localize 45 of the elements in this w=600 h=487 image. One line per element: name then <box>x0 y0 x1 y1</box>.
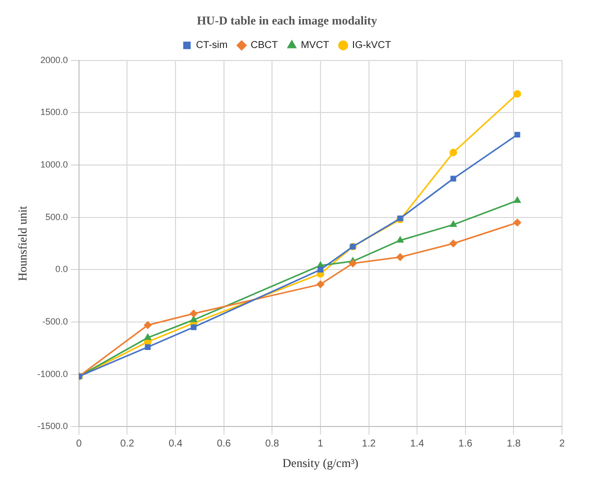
x-tick-label: 1.8 <box>506 438 522 450</box>
y-tick-label: 1500.0 <box>40 107 68 118</box>
chart-title: HU-D table in each image modality <box>196 13 378 28</box>
point <box>318 266 324 273</box>
y-tick-label: 2000.0 <box>40 54 68 65</box>
y-tick-label: 1000.0 <box>40 160 68 170</box>
y-tick-label: -1500.0 <box>37 421 68 432</box>
point <box>144 321 152 329</box>
point <box>396 236 404 243</box>
point <box>190 316 198 322</box>
y-tick-label: 0.0 <box>55 264 68 274</box>
y-tick-label: -500.0 <box>42 316 68 326</box>
x-tick-label: 0.4 <box>168 438 183 450</box>
x-tick-label: 2 <box>559 438 566 450</box>
point <box>450 176 456 182</box>
point <box>514 132 520 138</box>
x-tick-label: 1.4 <box>410 438 424 450</box>
x-tick-label: 0.2 <box>120 438 135 450</box>
x-tick-label: 0.8 <box>265 438 280 450</box>
point <box>316 280 324 288</box>
point <box>514 218 522 226</box>
y-tick-label: -1000.0 <box>37 368 68 379</box>
y-tick-label: 500.0 <box>45 212 68 222</box>
point <box>396 253 404 261</box>
point <box>144 334 152 340</box>
point <box>190 310 198 318</box>
point <box>514 90 522 98</box>
x-tick-label: 1.6 <box>458 438 473 450</box>
legend-label: IG-kVCT <box>352 40 392 52</box>
x-tick-label: 0.6 <box>216 438 232 450</box>
point <box>450 220 457 227</box>
legend-label: MVCT <box>300 40 330 52</box>
y-axis-title: Hounsfield unit <box>15 205 30 281</box>
point <box>450 148 458 156</box>
x-tick-label: 0 <box>76 438 82 450</box>
x-tick-label: 1 <box>318 438 324 450</box>
legend-label: CT-sim <box>196 40 228 52</box>
point <box>144 344 151 350</box>
legend-label: CBCT <box>250 40 278 52</box>
x-tick-label: 1.2 <box>362 438 376 450</box>
point <box>514 196 521 203</box>
x-axis-title: Density (g/cm³) <box>282 456 358 470</box>
point <box>190 324 197 330</box>
point <box>450 240 458 248</box>
point <box>349 260 357 268</box>
